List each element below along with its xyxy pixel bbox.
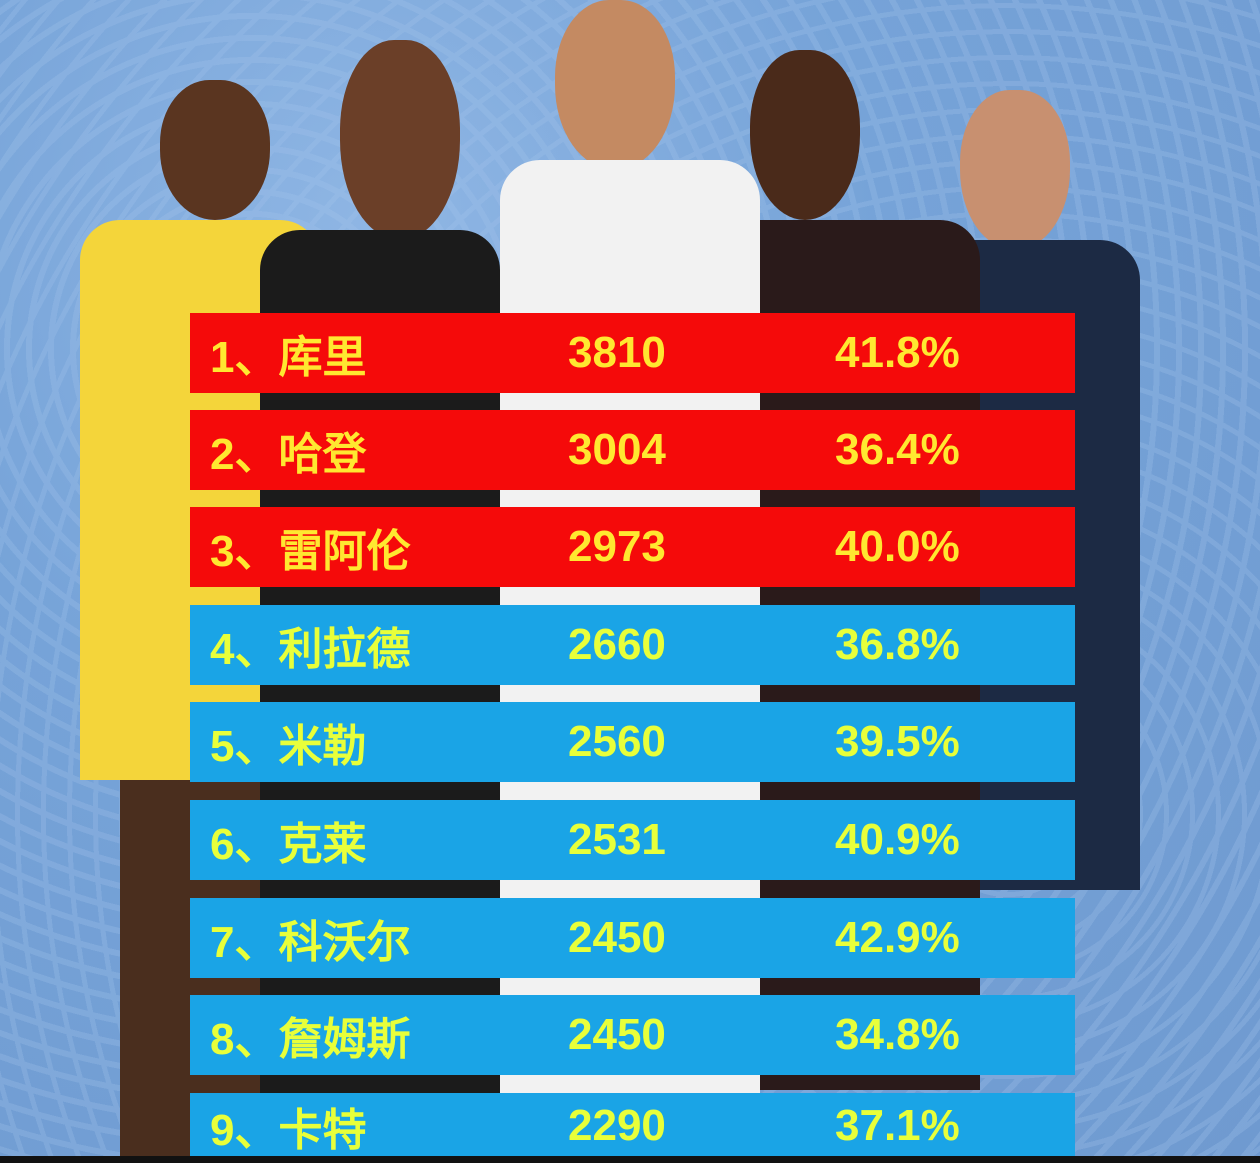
bottom-bar xyxy=(0,1156,1260,1163)
three-point-percentage: 42.9% xyxy=(835,913,960,962)
player-name: 6、克莱 xyxy=(210,820,367,869)
player-name: 8、詹姆斯 xyxy=(210,1015,411,1064)
table-row: 2、哈登 3004 36.4% xyxy=(190,410,1075,490)
table-row: 4、利拉德 2660 36.8% xyxy=(190,605,1075,685)
three-pointers-made: 2560 xyxy=(568,717,666,766)
three-pointers-made: 3004 xyxy=(568,425,666,474)
table-row: 7、科沃尔 2450 42.9% xyxy=(190,898,1075,978)
three-pointers-made: 2450 xyxy=(568,913,666,962)
player-name: 9、卡特 xyxy=(210,1106,367,1155)
three-point-percentage: 40.0% xyxy=(835,522,960,571)
three-pointers-made: 2290 xyxy=(568,1101,666,1150)
three-pointers-made: 2450 xyxy=(568,1010,666,1059)
three-point-percentage: 36.4% xyxy=(835,425,960,474)
three-pointers-made: 3810 xyxy=(568,328,666,377)
three-point-percentage: 40.9% xyxy=(835,815,960,864)
three-point-percentage: 37.1% xyxy=(835,1101,960,1150)
three-point-percentage: 41.8% xyxy=(835,328,960,377)
three-point-percentage: 36.8% xyxy=(835,620,960,669)
player-name: 3、雷阿伦 xyxy=(210,527,411,576)
three-pointers-made: 2531 xyxy=(568,815,666,864)
player-name: 7、科沃尔 xyxy=(210,918,411,967)
three-point-percentage: 39.5% xyxy=(835,717,960,766)
three-pointers-made: 2973 xyxy=(568,522,666,571)
player-name: 1、库里 xyxy=(210,333,367,382)
table-row: 1、库里 3810 41.8% xyxy=(190,313,1075,393)
table-row: 9、卡特 2290 37.1% xyxy=(190,1093,1075,1159)
player-name: 5、米勒 xyxy=(210,722,367,771)
three-pointers-made: 2660 xyxy=(568,620,666,669)
player-name: 4、利拉德 xyxy=(210,625,411,674)
table-row: 5、米勒 2560 39.5% xyxy=(190,702,1075,782)
three-point-percentage: 34.8% xyxy=(835,1010,960,1059)
player-name: 2、哈登 xyxy=(210,430,367,479)
table-row: 6、克莱 2531 40.9% xyxy=(190,800,1075,880)
table-row: 3、雷阿伦 2973 40.0% xyxy=(190,507,1075,587)
table-row: 8、詹姆斯 2450 34.8% xyxy=(190,995,1075,1075)
